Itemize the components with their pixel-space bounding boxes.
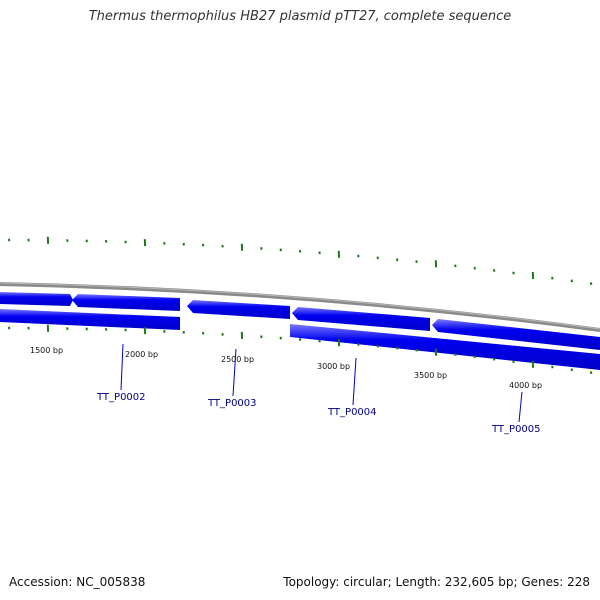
outer-tick-row xyxy=(8,236,593,286)
gene-bar[interactable] xyxy=(290,324,600,370)
label-line xyxy=(232,348,237,397)
scale-label-3000: 3000 bp xyxy=(317,362,350,371)
gene-label-tt-p0005[interactable]: TT_P0005 xyxy=(491,424,541,435)
map-title: Thermus thermophilus HB27 plasmid pTT27,… xyxy=(88,9,512,24)
gene-arrow-tt-p0004[interactable] xyxy=(292,307,430,331)
gene-bar[interactable] xyxy=(0,309,180,330)
label-line xyxy=(120,343,124,391)
gene-label-tt-p0003[interactable]: TT_P0003 xyxy=(207,398,257,409)
gene-labels: TT_P0002 TT_P0003 TT_P0004 TT_P0005 xyxy=(96,343,541,435)
scale-label-2000: 2000 bp xyxy=(125,350,158,359)
accession-text: Accession: NC_005838 xyxy=(9,575,146,589)
gene-arrow-tt-p0005[interactable] xyxy=(432,319,600,350)
label-line xyxy=(352,357,357,406)
scale-label-4000: 4000 bp xyxy=(509,381,542,390)
scale-label-1500: 1500 bp xyxy=(30,346,63,355)
gene-arrow-tt-p0003[interactable] xyxy=(187,300,290,319)
sequence-backbone-highlight xyxy=(0,282,600,330)
label-line xyxy=(518,391,523,423)
inner-tick-row xyxy=(8,324,593,374)
scale-labels: 1500 bp 2000 bp 2500 bp 3000 bp 3500 bp … xyxy=(30,346,542,390)
forward-strand xyxy=(0,292,600,350)
gene-arrow-tt-p0002[interactable] xyxy=(72,294,180,311)
topology-summary: Topology: circular; Length: 232,605 bp; … xyxy=(283,575,590,589)
gene-label-tt-p0004[interactable]: TT_P0004 xyxy=(327,407,377,418)
sequence-backbone xyxy=(0,282,600,332)
scale-label-3500: 3500 bp xyxy=(414,371,447,380)
scale-label-2500: 2500 bp xyxy=(221,355,254,364)
reverse-strand xyxy=(0,309,600,370)
gene-label-tt-p0002[interactable]: TT_P0002 xyxy=(96,392,146,403)
gene-arrow[interactable] xyxy=(0,292,73,306)
